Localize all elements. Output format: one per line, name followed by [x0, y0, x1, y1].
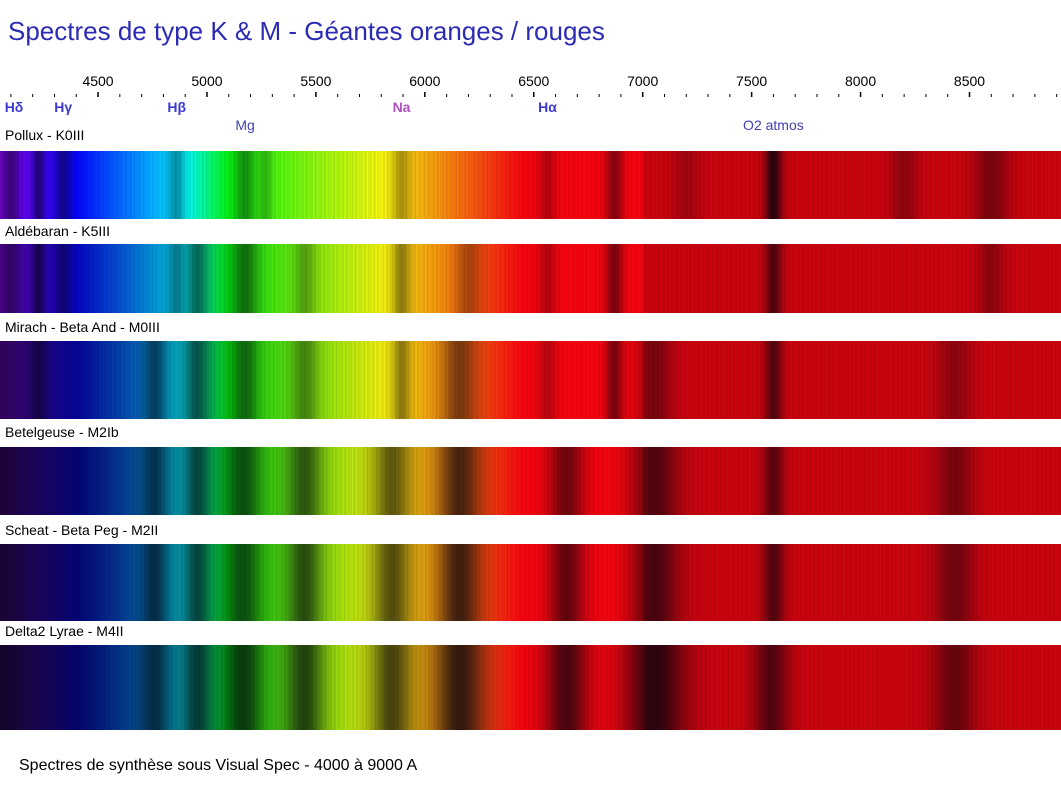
spectrum-name: Mirach - Beta And - M0III [5, 319, 160, 335]
tick-label: 5000 [191, 73, 223, 89]
tick-label: 7500 [736, 73, 768, 89]
spectrum-band [0, 447, 1061, 515]
tick-label: 8000 [844, 73, 877, 89]
spectral-line-label: Hγ [54, 99, 73, 115]
spectral-line-label: Hβ [167, 99, 187, 115]
tick-label: 6500 [518, 73, 550, 89]
spectral-line-label: Hδ [4, 99, 24, 115]
spectrum-band [0, 151, 1061, 219]
spectrum-band [0, 645, 1061, 730]
spectrum-name: Scheat - Beta Peg - M2II [5, 522, 159, 538]
spectral-line-label: O2 atmos [743, 117, 804, 133]
spectral-line-label: Mg [235, 117, 255, 133]
tick-label: 5500 [300, 73, 332, 89]
spectrum-name: Delta2 Lyrae - M4II [5, 623, 124, 639]
spectral-line-label: Hα [538, 99, 557, 115]
spectral-line-label: Na [392, 99, 411, 115]
tick-label: 4500 [82, 73, 114, 89]
chart-title: Spectres de type K & M - Géantes oranges… [8, 16, 605, 46]
spectrum-band [0, 341, 1061, 419]
spectrum-name: Pollux - K0III [5, 127, 85, 143]
tick-label: 7000 [627, 73, 659, 89]
spectrum-name: Aldébaran - K5III [5, 223, 111, 239]
spectrum-band [0, 244, 1061, 313]
tick-label: 6000 [409, 73, 441, 89]
wavelength-axis: 4500 5000 5500 6000 6500 7000 7500 8000 8500 Hδ Hγ… [0, 0, 1061, 160]
tick-label: 8500 [953, 73, 986, 89]
wavelength-tick-marks [10, 92, 1058, 97]
footer-caption: Spectres de synthèse sous Visual Spec - … [19, 757, 418, 774]
spectrum-band [0, 544, 1061, 621]
spectrum-name: Betelgeuse - M2Ib [5, 424, 119, 440]
